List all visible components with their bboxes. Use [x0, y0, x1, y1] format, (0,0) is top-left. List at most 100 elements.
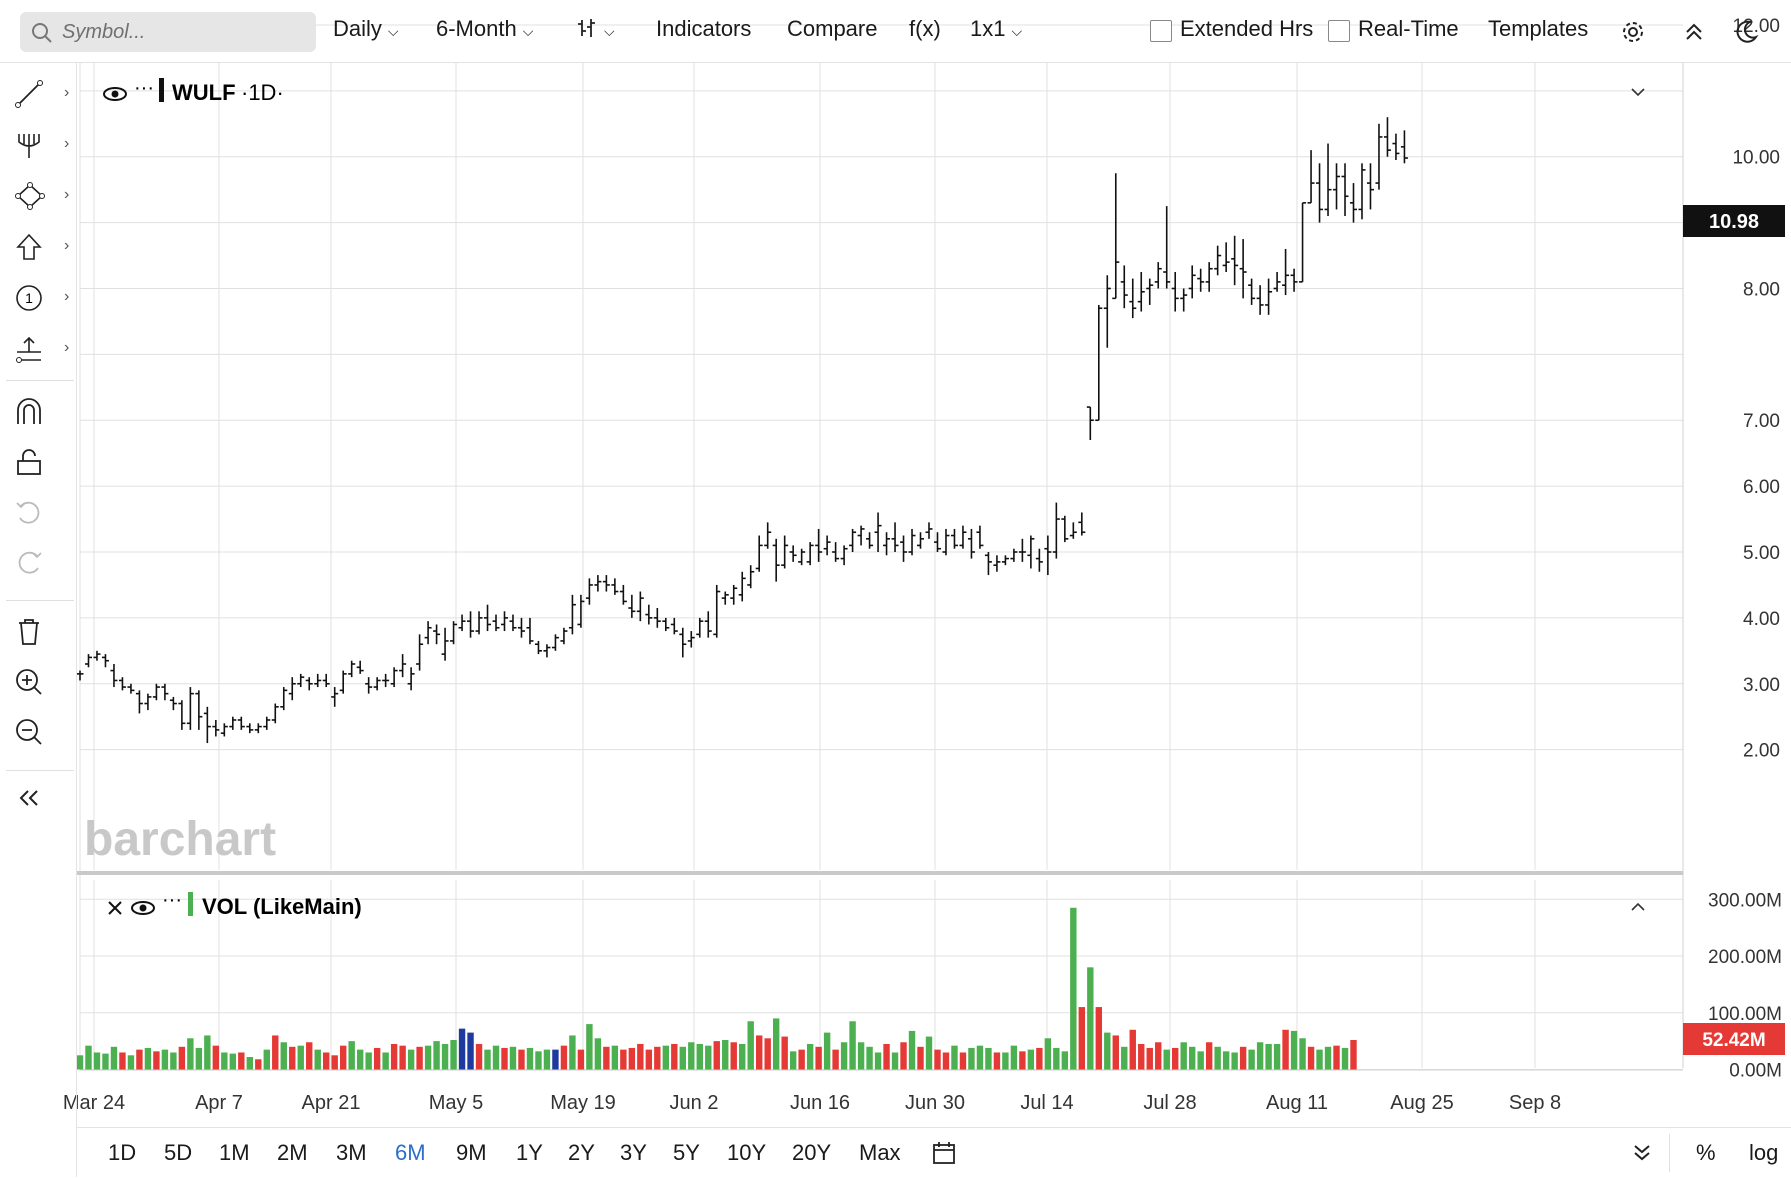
ohlc-bar: [356, 660, 364, 674]
volume-bar: [1282, 1029, 1289, 1070]
ohlc-bar: [993, 555, 1001, 572]
marker-tool-button[interactable]: 1 ›: [14, 278, 69, 318]
line-tool-button[interactable]: ›: [14, 74, 69, 114]
period-6m[interactable]: 6M: [395, 1140, 426, 1165]
trend-line-icon: [15, 80, 43, 108]
collapse-pane-icon[interactable]: [1631, 88, 1645, 97]
date-axis[interactable]: Mar 24 Apr 7 Apr 21 May 5 May 19 Jun 2 Jun 16 J…: [63, 1069, 1683, 1114]
expand-pane-icon[interactable]: [1631, 902, 1645, 911]
fx-button[interactable]: f(x): [909, 16, 941, 41]
ohlc-bar: [1366, 163, 1374, 210]
volume-bar: [416, 1046, 423, 1070]
last-volume-label: 52.42M: [1702, 1030, 1765, 1051]
ohlc-bar: [1137, 272, 1145, 312]
eye-icon[interactable]: [131, 901, 155, 915]
ohlc-bar: [280, 687, 288, 711]
search-placeholder[interactable]: Symbol...: [62, 21, 146, 43]
ohlc-bar: [959, 525, 967, 549]
log-scale-toggle[interactable]: log: [1749, 1140, 1779, 1165]
period-1d[interactable]: 1D: [108, 1140, 137, 1165]
close-icon[interactable]: [108, 901, 122, 915]
period-1m[interactable]: 1M: [219, 1140, 250, 1165]
volume-bar: [365, 1052, 372, 1070]
double-chevron-down-icon[interactable]: [1630, 1141, 1654, 1165]
layout-dropdown[interactable]: 1x1 ⌵: [970, 16, 1022, 42]
volume-bar: [1104, 1032, 1111, 1070]
chart-type-dropdown[interactable]: ⌵: [576, 16, 615, 42]
delete-drawings-button[interactable]: [14, 612, 68, 652]
period-2m[interactable]: 2M: [277, 1140, 308, 1165]
zoom-out-button[interactable]: [14, 712, 68, 752]
redo-button[interactable]: [14, 542, 68, 582]
period-3y[interactable]: 3Y: [620, 1140, 647, 1165]
ohlc-bar: [1273, 272, 1281, 292]
arrow-tool-button[interactable]: ›: [14, 227, 69, 267]
interval-dropdown[interactable]: Daily ⌵: [333, 16, 399, 42]
eye-icon[interactable]: [103, 87, 127, 101]
ohlc-bar: [1375, 123, 1383, 190]
templates-button[interactable]: Templates: [1488, 16, 1589, 41]
symbol-label[interactable]: WULF: [172, 80, 236, 105]
volume-bar: [1299, 1038, 1306, 1070]
price-grid: [79, 24, 1684, 1068]
zoom-in-button[interactable]: [14, 662, 68, 702]
price-tick-label: 7.00: [1743, 411, 1780, 432]
more-options-icon[interactable]: ···: [134, 77, 154, 99]
ohlc-bar: [611, 578, 619, 595]
price-tick-label: 3.00: [1743, 675, 1780, 696]
zoom-in-icon: [16, 669, 42, 695]
volume-label[interactable]: VOL (LikeMain): [202, 894, 362, 919]
period-2y[interactable]: 2Y: [568, 1140, 595, 1165]
ohlc-bar: [679, 627, 687, 658]
ohlc-bar: [1035, 548, 1043, 572]
real-time-checkbox[interactable]: [1328, 20, 1350, 42]
volume-bar: [1027, 1049, 1035, 1070]
extended-hours-checkbox[interactable]: [1150, 20, 1172, 42]
search-icon: [32, 23, 52, 43]
collapse-toolbar-button[interactable]: [14, 778, 68, 818]
volume-axis[interactable]: 0.00M 100.00M 200.00M 300.00M: [1708, 890, 1782, 1081]
volume-bar: [161, 1049, 169, 1070]
measure-tool-button[interactable]: ›: [14, 329, 69, 369]
extended-hours-label[interactable]: Extended Hrs: [1180, 16, 1314, 41]
volume-bar: [399, 1045, 406, 1070]
calendar-icon[interactable]: [932, 1141, 956, 1165]
ohlc-bar: [568, 594, 576, 635]
undo-button[interactable]: [14, 492, 68, 532]
magnet-button[interactable]: [14, 392, 68, 432]
lock-button[interactable]: [14, 442, 68, 482]
volume-bar: [509, 1046, 517, 1070]
more-options-icon[interactable]: ···: [162, 889, 182, 911]
percent-scale-toggle[interactable]: %: [1696, 1140, 1716, 1165]
period-9m[interactable]: 9M: [456, 1140, 487, 1165]
period-3m[interactable]: 3M: [336, 1140, 367, 1165]
period-1y[interactable]: 1Y: [516, 1140, 543, 1165]
compare-button[interactable]: Compare: [787, 16, 878, 41]
period-10y[interactable]: 10Y: [727, 1140, 767, 1165]
volume-bar: [187, 1038, 194, 1070]
ohlc-bar: [220, 723, 228, 737]
indicators-button[interactable]: Indicators: [656, 16, 752, 41]
layout-value: 1x1: [970, 16, 1006, 41]
period-5d[interactable]: 5D: [164, 1140, 193, 1165]
period-5y[interactable]: 5Y: [673, 1140, 700, 1165]
period-max[interactable]: Max: [859, 1140, 901, 1165]
range-dropdown[interactable]: 6-Month ⌵: [436, 16, 533, 42]
volume-bar: [688, 1042, 695, 1070]
volume-bar: [144, 1047, 152, 1070]
price-axis[interactable]: 2.003.004.005.006.007.008.009.0010.0012.…: [1732, 16, 1780, 762]
shape-tool-button[interactable]: ›: [14, 176, 69, 216]
ohlc-bar: [670, 617, 678, 635]
collapse-up-icon[interactable]: [1682, 20, 1706, 44]
symbol-search[interactable]: Symbol...: [20, 12, 316, 52]
period-20y[interactable]: 20Y: [792, 1140, 832, 1165]
real-time-label[interactable]: Real-Time: [1358, 16, 1459, 41]
dark-mode-moon-icon[interactable]: [1733, 19, 1759, 45]
pitchfork-tool-button[interactable]: ›: [14, 125, 69, 165]
gear-icon[interactable]: [1620, 19, 1646, 45]
volume-bar: [170, 1052, 177, 1070]
volume-bar: [993, 1052, 1001, 1070]
volume-bar: [577, 1049, 585, 1070]
date-tick-label: Sep 8: [1509, 1092, 1561, 1114]
